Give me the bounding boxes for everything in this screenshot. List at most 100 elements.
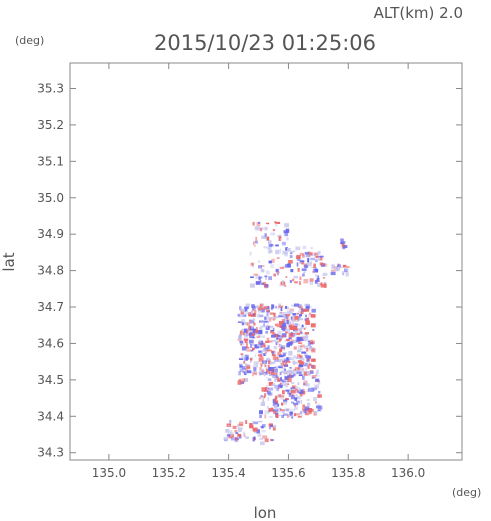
chart-title: 2015/10/23 01:25:06 xyxy=(154,31,376,55)
radar-cell xyxy=(318,381,321,385)
radar-cell xyxy=(283,370,289,375)
radar-cell xyxy=(277,351,282,356)
radar-cell xyxy=(289,280,293,283)
radar-cell xyxy=(291,382,295,384)
radar-cell xyxy=(311,365,316,369)
radar-cell xyxy=(306,357,310,362)
radar-cell xyxy=(276,257,280,259)
radar-cell xyxy=(297,327,302,332)
radar-cell xyxy=(312,269,315,273)
radar-cell xyxy=(239,368,244,372)
radar-cell xyxy=(304,383,310,387)
radar-cell xyxy=(304,332,309,335)
radar-cell xyxy=(259,397,262,400)
radar-cell xyxy=(300,348,303,350)
radar-cell xyxy=(237,380,242,385)
radar-cell xyxy=(290,252,293,255)
radar-cell xyxy=(259,367,262,371)
radar-cell xyxy=(249,334,254,339)
radar-cell xyxy=(298,304,302,309)
radar-cell xyxy=(243,333,248,338)
radar-cell xyxy=(270,329,274,332)
radar-cell xyxy=(281,410,285,414)
radar-cell xyxy=(255,281,261,285)
radar-cell xyxy=(267,246,272,250)
radar-cell xyxy=(256,314,260,318)
radar-cell xyxy=(275,268,279,273)
radar-cell xyxy=(252,364,258,369)
radar-cell xyxy=(238,424,243,427)
radar-cell xyxy=(270,307,273,310)
y-tick-label: 35.1 xyxy=(37,154,64,168)
radar-cell xyxy=(263,360,266,365)
radar-cell xyxy=(315,378,320,382)
radar-cell xyxy=(297,323,300,326)
radar-cell xyxy=(315,405,321,409)
radar-cell xyxy=(307,387,312,392)
radar-cell xyxy=(334,268,339,272)
radar-cell xyxy=(252,347,255,351)
radar-cell xyxy=(272,318,275,321)
radar-cell xyxy=(305,334,308,339)
radar-cell xyxy=(337,264,341,268)
radar-cell xyxy=(271,258,275,263)
radar-cell xyxy=(259,410,263,415)
radar-cell xyxy=(232,425,237,429)
radar-cell xyxy=(289,371,294,375)
radar-cell xyxy=(229,432,234,436)
radar-cell xyxy=(265,331,269,334)
radar-cell xyxy=(252,241,255,245)
radar-cell xyxy=(305,253,311,258)
y-axis-label: lat xyxy=(0,252,18,271)
radar-cell xyxy=(288,332,294,338)
radar-cell xyxy=(294,323,298,327)
radar-cell xyxy=(285,228,290,233)
radar-cell xyxy=(297,345,301,350)
radar-cell xyxy=(293,368,296,371)
radar-cell xyxy=(306,348,309,352)
radar-cell xyxy=(302,404,305,408)
radar-cell xyxy=(260,395,263,398)
radar-cell xyxy=(295,386,299,388)
radar-cell xyxy=(280,307,283,311)
radar-cell xyxy=(302,245,307,250)
radar-cell xyxy=(299,329,302,334)
radar-cell xyxy=(298,387,301,392)
radar-cell xyxy=(264,316,267,320)
radar-cell xyxy=(301,307,303,312)
radar-cell xyxy=(299,411,303,415)
radar-cell xyxy=(292,370,298,375)
radar-cell xyxy=(304,314,307,318)
radar-cell xyxy=(260,342,266,348)
radar-cell xyxy=(244,378,249,382)
y-tick-label: 35.2 xyxy=(37,118,64,132)
radar-cell xyxy=(254,240,258,244)
radar-cell xyxy=(259,343,263,348)
radar-cell xyxy=(264,438,269,443)
radar-cell xyxy=(272,355,276,360)
radar-cell xyxy=(308,251,311,255)
radar-cell xyxy=(301,339,304,341)
radar-cell xyxy=(299,252,304,256)
radar-cell xyxy=(305,320,310,325)
radar-cell xyxy=(340,242,345,244)
radar-cell xyxy=(281,367,284,371)
radar-cell xyxy=(319,257,323,261)
radar-cell xyxy=(261,227,265,230)
radar-cell xyxy=(268,365,270,369)
radar-cell xyxy=(277,330,282,336)
radar-cell xyxy=(283,230,287,234)
radar-cell xyxy=(256,335,260,338)
x-tick-label: 135.0 xyxy=(92,466,126,480)
radar-cell xyxy=(297,381,300,386)
radar-cell xyxy=(282,323,287,327)
radar-cell xyxy=(309,281,313,285)
radar-cell xyxy=(292,387,295,389)
radar-cell xyxy=(303,327,306,330)
radar-cell xyxy=(299,389,304,394)
radar-cell xyxy=(279,395,284,400)
radar-cell xyxy=(310,409,314,412)
radar-cell xyxy=(254,344,259,349)
radar-cell xyxy=(268,370,271,374)
radar-cell xyxy=(286,310,292,314)
